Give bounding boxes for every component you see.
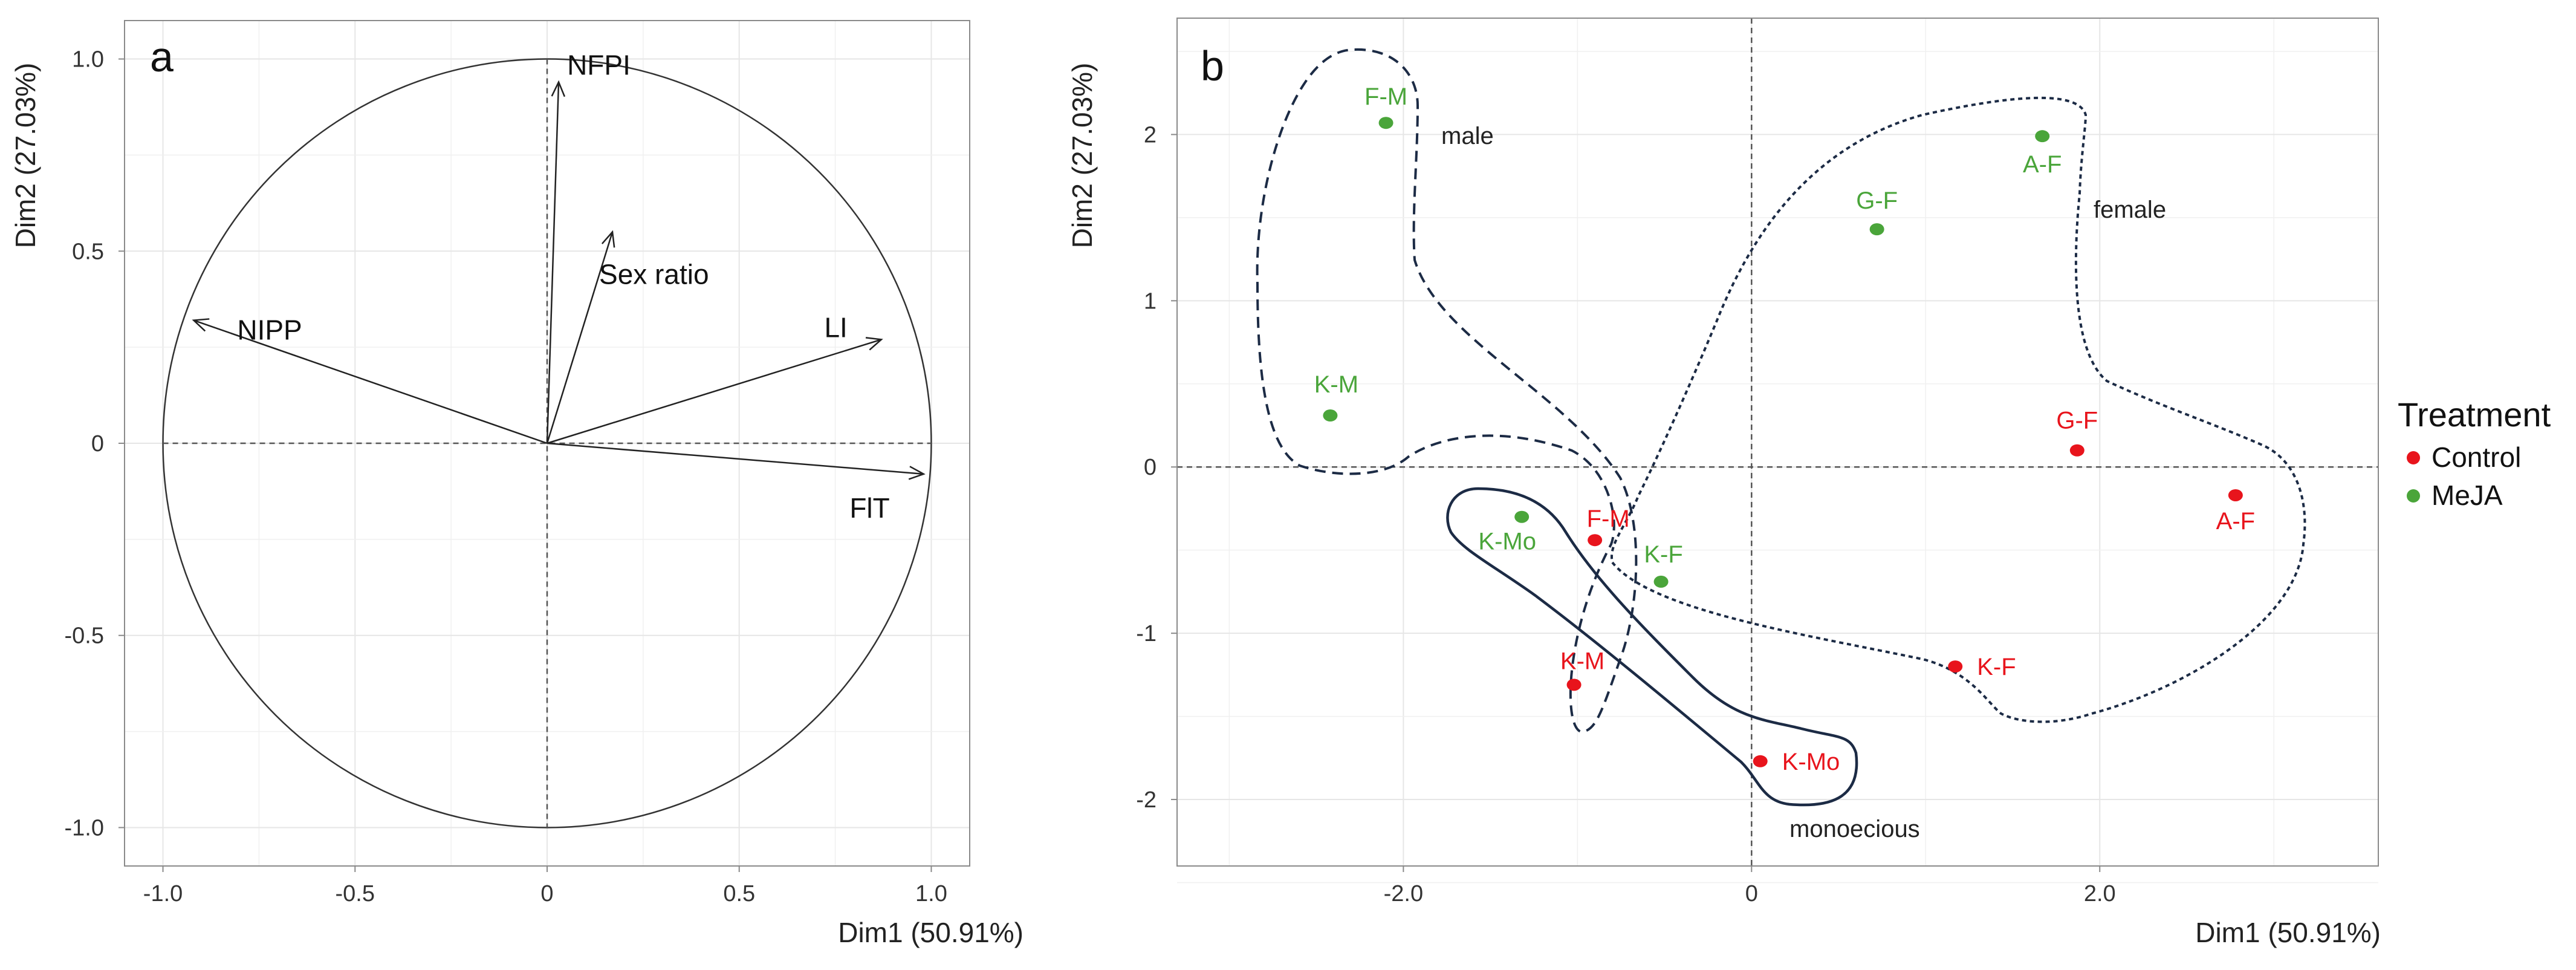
point-label-control-a-f: A-F — [2216, 508, 2255, 535]
female-group-outline — [1610, 96, 2306, 723]
point-meja-k-f — [1653, 575, 1669, 588]
panel-b-ytick-label: -1 — [1136, 621, 1157, 646]
point-control-f-m — [1588, 534, 1603, 547]
legend-control-marker — [2407, 451, 2420, 464]
point-label-control-k-f: K-F — [1977, 654, 2016, 680]
point-label-meja-k-m: K-M — [1314, 371, 1358, 398]
panel-b-ylabel: Dim2 (27.03%) — [1066, 63, 1098, 249]
point-label-control-k-m: K-M — [1560, 648, 1604, 674]
panel-b-ticks: -2.0 0 2.0 -2 -1 0 1 2 — [1136, 122, 2115, 907]
point-label-control-f-m: F-M — [1587, 506, 1630, 532]
panel-b-letter: b — [1201, 42, 1224, 90]
point-label-meja-a-f: A-F — [2023, 151, 2062, 178]
legend-title: Treatment — [2398, 395, 2551, 434]
panel-b-xtick-label: 0 — [1745, 881, 1758, 907]
panel-a-xtick-label: 0 — [540, 881, 553, 907]
vector-label-nipp: NIPP — [237, 314, 302, 346]
panel-b-points — [1323, 117, 2243, 767]
vector-label-flt: FlT — [849, 492, 889, 524]
panel-b-xtick-label: 2.0 — [2084, 881, 2116, 907]
vector-li — [547, 339, 882, 444]
point-label-control-g-f: G-F — [2056, 408, 2098, 434]
point-control-g-f — [2069, 444, 2084, 457]
panel-a-xtick-label: -0.5 — [336, 881, 375, 907]
panel-b-ytick-label: -2 — [1136, 787, 1157, 813]
panel-a-xlabel: Dim1 (50.91%) — [838, 917, 1024, 948]
panel-a-ytick-label: 1.0 — [72, 47, 104, 73]
vector-arrowhead-nipp — [192, 318, 210, 332]
panel-a-ylabel: Dim2 (27.03%) — [10, 63, 41, 249]
panel-b-xtick-label: -2.0 — [1384, 881, 1423, 907]
point-label-meja-k-f: K-F — [1644, 541, 1682, 568]
panel-a-xtick-label: 1.0 — [915, 881, 947, 907]
panel-b-ytick-label: 0 — [1144, 455, 1157, 480]
legend-meja-marker — [2407, 489, 2420, 503]
panel-a-ticks: -1.0 -0.5 0 0.5 1.0 -1.0 -0.5 0 0.5 1.0 — [65, 47, 947, 907]
point-control-k-m — [1566, 679, 1582, 691]
point-control-k-f — [1948, 660, 1963, 673]
group-label-female: female — [2094, 197, 2166, 223]
legend-meja-label: MeJA — [2432, 480, 2503, 511]
point-label-meja-f-m: F-M — [1364, 83, 1407, 110]
panel-a-vectors: NFPI Sex ratio NIPP LI FlT — [192, 50, 926, 524]
vector-flt — [547, 442, 924, 475]
panel-b-ytick-label: 1 — [1144, 288, 1157, 314]
panel-a-xtick-label: 0.5 — [723, 881, 755, 907]
point-meja-a-f — [2035, 130, 2050, 143]
vector-arrowhead-flt — [908, 466, 926, 480]
legend-control-label: Control — [2432, 441, 2521, 473]
vector-label-sex-ratio: Sex ratio — [599, 259, 709, 290]
panel-b-frame — [1176, 18, 2379, 867]
panel-a-letter: a — [150, 33, 174, 80]
panel-a-ytick-label: 0.5 — [72, 239, 104, 264]
panel-b-group-outlines — [1256, 48, 2306, 807]
vector-sex-ratio — [546, 232, 614, 444]
point-label-meja-k-mo: K-Mo — [1478, 529, 1536, 555]
panel-b-reference-lines — [1177, 18, 2378, 866]
panel-a-reference-lines — [163, 59, 932, 828]
vector-arrowhead-sex-ratio — [601, 230, 615, 248]
panel-b: G-F A-F F-M K-F K-M K-Mo F-M A-F G-F K-M K-Mo K-F -… — [1066, 18, 2551, 948]
point-meja-k-m — [1323, 409, 1338, 422]
point-label-control-k-mo: K-Mo — [1782, 749, 1840, 775]
vector-nipp — [193, 319, 548, 444]
point-meja-g-f — [1869, 223, 1884, 236]
point-control-a-f — [2228, 489, 2243, 501]
vector-label-nfpi: NFPI — [567, 50, 631, 81]
vector-arrowhead-nfpi — [551, 80, 566, 97]
panel-a-ytick-label: 0 — [91, 431, 104, 457]
panel-b-ytick-label: 2 — [1144, 122, 1157, 148]
vector-label-li: LI — [824, 311, 847, 343]
monoecious-group-outline — [1446, 487, 1858, 807]
point-meja-f-m — [1378, 117, 1393, 129]
point-control-k-mo — [1753, 755, 1768, 767]
group-label-male: male — [1441, 123, 1494, 149]
panel-a-frame — [124, 20, 970, 867]
point-label-meja-g-f: G-F — [1856, 187, 1898, 214]
panel-b-point-labels: G-F A-F F-M K-F K-M K-Mo F-M A-F G-F K-M K-Mo K-F — [1314, 83, 2255, 775]
vector-arrowhead-li — [865, 337, 883, 351]
legend: Treatment Control MeJA — [2398, 395, 2551, 511]
point-meja-k-mo — [1514, 510, 1530, 523]
vector-nfpi — [546, 82, 560, 444]
panel-a-xtick-label: -1.0 — [143, 881, 183, 907]
panel-a-ytick-label: -1.0 — [65, 815, 104, 841]
panel-b-xlabel: Dim1 (50.91%) — [2195, 917, 2381, 948]
panel-a-ytick-label: -0.5 — [65, 623, 104, 649]
panel-b-grid — [1177, 18, 2378, 884]
group-label-monoecious: monoecious — [1789, 816, 1920, 842]
